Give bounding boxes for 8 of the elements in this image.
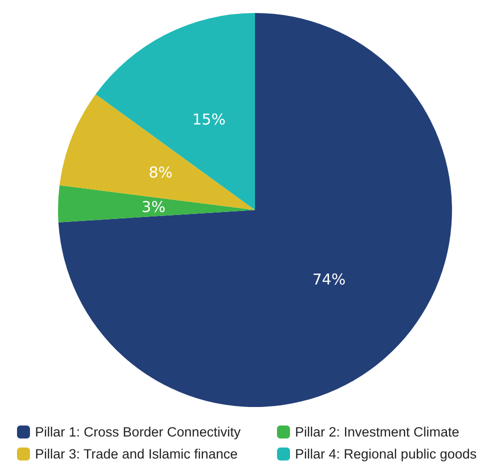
data-label: 15% bbox=[192, 110, 226, 129]
legend-label: Pillar 2: Investment Climate bbox=[295, 424, 460, 440]
legend-label: Pillar 1: Cross Border Connectivity bbox=[35, 424, 241, 440]
data-label: 3% bbox=[142, 198, 166, 216]
legend-label: Pillar 4: Regional public goods bbox=[295, 446, 477, 462]
data-label: 8% bbox=[148, 164, 173, 182]
data-label: 74% bbox=[312, 270, 346, 288]
legend-label: Pillar 3: Trade and Islamic finance bbox=[35, 446, 238, 462]
